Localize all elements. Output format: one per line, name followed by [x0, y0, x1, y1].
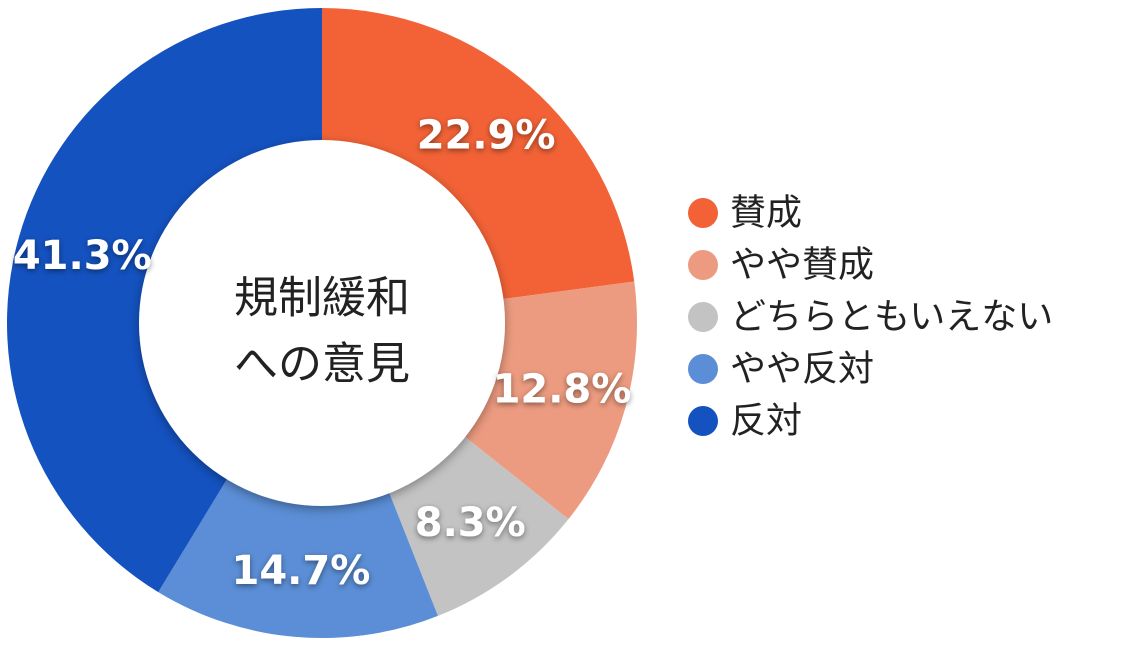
slice-5-value-label: 41.3% [13, 233, 152, 279]
center-label-line-1: 規制緩和 [234, 273, 410, 324]
legend-marker-2 [688, 250, 718, 280]
slice-2-value-label: 12.8% [493, 366, 632, 412]
legend-marker-3 [688, 302, 718, 332]
slice-4-value-label: 14.7% [232, 548, 371, 594]
center-label-line-2: への意見 [234, 339, 410, 390]
legend-marker-4 [688, 354, 718, 384]
slice-1-value-label: 22.9% [417, 113, 556, 159]
legend-item-1: 賛成 [688, 193, 802, 234]
legend-marker-5 [688, 406, 718, 436]
legend-label-2: やや賛成 [730, 245, 874, 286]
legend-item-2: やや賛成 [688, 245, 874, 286]
center-label: 規制緩和 への意見 [234, 273, 410, 390]
legend-item-4: やや反対 [688, 349, 874, 390]
legend-label-4: やや反対 [730, 349, 874, 390]
slice-labels: 22.9% 12.8% 8.3% 14.7% 41.3% [13, 113, 632, 594]
legend-label-1: 賛成 [730, 193, 802, 234]
legend-marker-1 [688, 198, 718, 228]
legend-item-3: どちらともいえない [688, 297, 1053, 338]
legend-label-5: 反対 [730, 401, 802, 442]
legend-label-3: どちらともいえない [730, 297, 1053, 338]
legend-item-5: 反対 [688, 401, 802, 442]
donut-hole [139, 140, 505, 506]
slice-3-value-label: 8.3% [415, 500, 526, 546]
